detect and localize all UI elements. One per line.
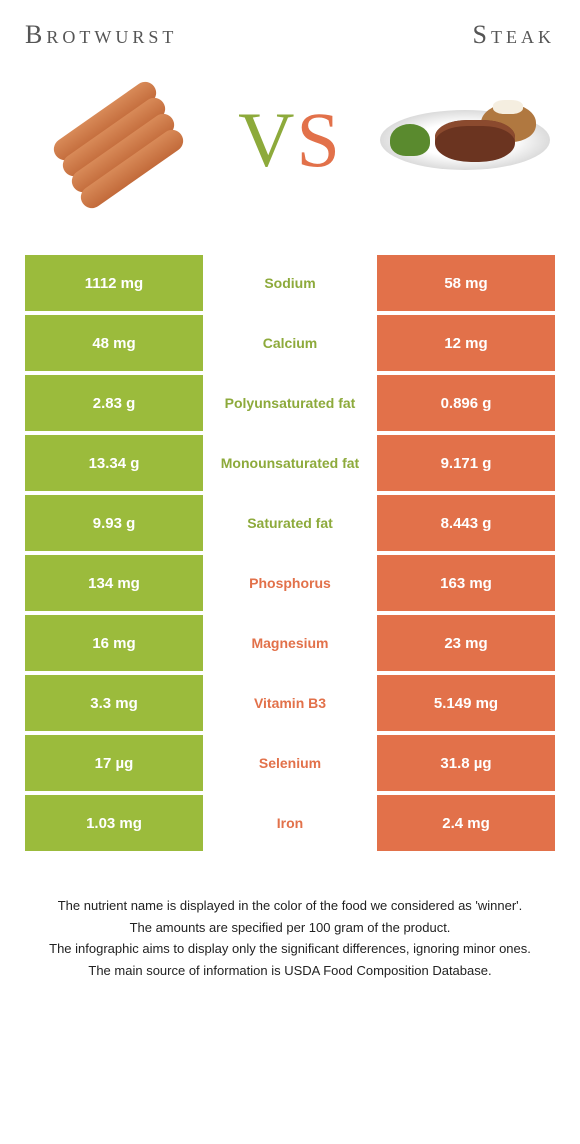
left-value: 1112 mg: [25, 255, 203, 311]
nutrient-row: 1.03 mgIron2.4 mg: [25, 795, 555, 851]
right-value: 0.896 g: [377, 375, 555, 431]
nutrient-row: 16 mgMagnesium23 mg: [25, 615, 555, 671]
vs-v: V: [238, 96, 296, 183]
steak-plate-icon: [380, 110, 550, 170]
vs-s: S: [296, 96, 341, 183]
right-value: 163 mg: [377, 555, 555, 611]
nutrient-row: 48 mgCalcium12 mg: [25, 315, 555, 371]
left-value: 1.03 mg: [25, 795, 203, 851]
footer-line-3: The infographic aims to display only the…: [25, 939, 555, 959]
footer-line-4: The main source of information is USDA F…: [25, 961, 555, 981]
nutrient-row: 1112 mgSodium58 mg: [25, 255, 555, 311]
title-right: Steak: [290, 20, 555, 50]
footer: The nutrient name is displayed in the co…: [25, 896, 555, 980]
nutrient-label: Monounsaturated fat: [203, 435, 377, 491]
right-value: 12 mg: [377, 315, 555, 371]
steak-image: [375, 80, 555, 200]
left-value: 16 mg: [25, 615, 203, 671]
left-value: 9.93 g: [25, 495, 203, 551]
footer-line-1: The nutrient name is displayed in the co…: [25, 896, 555, 916]
brotwurst-image: [25, 80, 205, 200]
nutrient-label: Vitamin B3: [203, 675, 377, 731]
nutrient-row: 2.83 gPolyunsaturated fat0.896 g: [25, 375, 555, 431]
header: Brotwurst Steak: [25, 20, 555, 50]
left-value: 134 mg: [25, 555, 203, 611]
right-value: 2.4 mg: [377, 795, 555, 851]
right-value: 58 mg: [377, 255, 555, 311]
left-value: 17 µg: [25, 735, 203, 791]
right-value: 31.8 µg: [377, 735, 555, 791]
nutrient-row: 3.3 mgVitamin B35.149 mg: [25, 675, 555, 731]
nutrient-label: Calcium: [203, 315, 377, 371]
nutrient-row: 13.34 gMonounsaturated fat9.171 g: [25, 435, 555, 491]
right-value: 5.149 mg: [377, 675, 555, 731]
nutrient-row: 9.93 gSaturated fat8.443 g: [25, 495, 555, 551]
images-row: VS: [25, 80, 555, 200]
vs-label: VS: [238, 95, 342, 185]
left-value: 2.83 g: [25, 375, 203, 431]
nutrient-table: 1112 mgSodium58 mg48 mgCalcium12 mg2.83 …: [25, 255, 555, 851]
nutrient-label: Sodium: [203, 255, 377, 311]
right-value: 9.171 g: [377, 435, 555, 491]
left-value: 48 mg: [25, 315, 203, 371]
right-value: 8.443 g: [377, 495, 555, 551]
nutrient-label: Selenium: [203, 735, 377, 791]
nutrient-label: Iron: [203, 795, 377, 851]
nutrient-row: 17 µgSelenium31.8 µg: [25, 735, 555, 791]
nutrient-label: Saturated fat: [203, 495, 377, 551]
nutrient-row: 134 mgPhosphorus163 mg: [25, 555, 555, 611]
nutrient-label: Polyunsaturated fat: [203, 375, 377, 431]
footer-line-2: The amounts are specified per 100 gram o…: [25, 918, 555, 938]
title-left: Brotwurst: [25, 20, 290, 50]
nutrient-label: Magnesium: [203, 615, 377, 671]
nutrient-label: Phosphorus: [203, 555, 377, 611]
right-value: 23 mg: [377, 615, 555, 671]
left-value: 13.34 g: [25, 435, 203, 491]
left-value: 3.3 mg: [25, 675, 203, 731]
sausages-icon: [40, 90, 190, 190]
